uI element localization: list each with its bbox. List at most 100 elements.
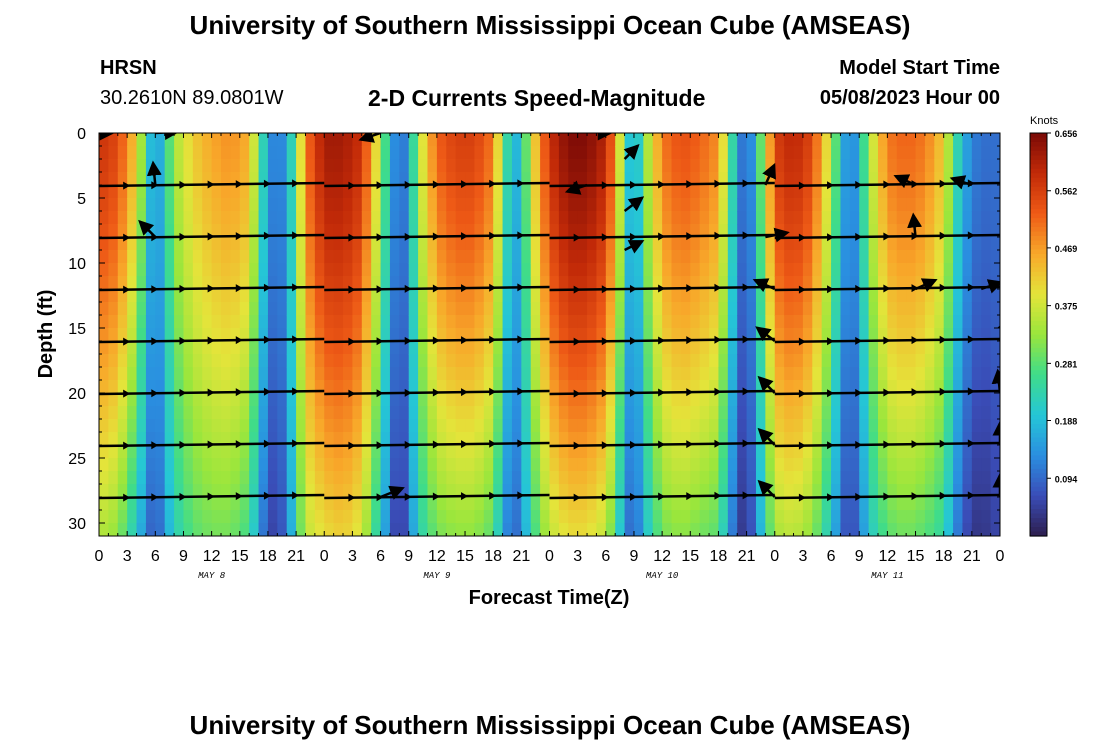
heatmap-cell (887, 354, 898, 368)
heatmap-cell (408, 133, 419, 147)
heatmap-cell (699, 146, 710, 160)
heatmap-cell (427, 471, 438, 485)
heatmap-cell (802, 419, 813, 433)
heatmap-cell (802, 497, 813, 511)
heatmap-cell (784, 237, 795, 251)
current-vector (755, 326, 776, 342)
heatmap-cell (314, 276, 325, 290)
heatmap-cell (718, 211, 729, 225)
heatmap-cell (549, 458, 560, 472)
heatmap-cell (680, 497, 691, 511)
heatmap-cell (774, 497, 785, 511)
heatmap-cell (267, 341, 278, 355)
heatmap-cell (521, 354, 532, 368)
heatmap-cell (849, 445, 860, 459)
heatmap-cell (305, 133, 316, 147)
heatmap-cell (746, 484, 757, 498)
heatmap-cell (953, 445, 964, 459)
heatmap-cell (183, 380, 194, 394)
heatmap-cell (643, 185, 654, 199)
heatmap-cell (352, 510, 363, 524)
heatmap-cell (324, 497, 335, 511)
heatmap-cell (511, 237, 522, 251)
heatmap-cell (455, 302, 466, 316)
heatmap-cell (136, 393, 147, 407)
heatmap-cell (239, 302, 250, 316)
heatmap-cell (812, 367, 823, 381)
heatmap-cell (399, 510, 410, 524)
vector-arrowhead (489, 439, 497, 448)
heatmap-cell (831, 315, 842, 329)
heatmap-cell (962, 419, 973, 433)
heatmap-cell (455, 406, 466, 420)
heatmap-cell (765, 523, 776, 536)
heatmap-cell (183, 484, 194, 498)
heatmap-cell (399, 341, 410, 355)
heatmap-cell (737, 224, 748, 238)
heatmap-cell (239, 354, 250, 368)
vector-arrowhead (686, 440, 694, 449)
heatmap-cell (831, 380, 842, 394)
heatmap-cell (784, 185, 795, 199)
heatmap-cell (324, 458, 335, 472)
heatmap-cell (680, 185, 691, 199)
heatmap-cell (427, 146, 438, 160)
heatmap-cell (540, 289, 551, 303)
current-vector (380, 485, 405, 500)
heatmap-cell (680, 510, 691, 524)
heatmap-cell (990, 380, 1000, 394)
heatmap-cell (746, 159, 757, 173)
heatmap-cell (361, 367, 372, 381)
heatmap-cell (718, 393, 729, 407)
heatmap-cell (333, 159, 344, 173)
heatmap-cell (755, 393, 766, 407)
heatmap-cell (108, 159, 119, 173)
heatmap-cell (267, 432, 278, 446)
colorbar-swatch (1030, 321, 1047, 327)
heatmap-cell (709, 354, 720, 368)
heatmap-cell (802, 380, 813, 394)
heatmap-cell (596, 185, 607, 199)
heatmap-cell (953, 289, 964, 303)
heatmap-cell (906, 471, 917, 485)
heatmap-cell (887, 432, 898, 446)
current-vector (564, 180, 588, 195)
heatmap-cell (924, 263, 935, 277)
heatmap-cell (174, 211, 185, 225)
heatmap-cell (605, 146, 616, 160)
heatmap-cell (145, 276, 156, 290)
heatmap-cell (699, 250, 710, 264)
heatmap-cell (709, 406, 720, 420)
heatmap-cell (314, 354, 325, 368)
heatmap-cell (840, 211, 851, 225)
heatmap-cell (258, 315, 269, 329)
heatmap-cell (296, 328, 307, 342)
heatmap-cell (352, 146, 363, 160)
heatmap-cell (737, 250, 748, 264)
heatmap-cell (840, 302, 851, 316)
vector-arrowhead (883, 440, 891, 449)
current-vector (762, 162, 776, 186)
heatmap-cell (296, 146, 307, 160)
heatmap-cell (99, 315, 109, 329)
heatmap-cell (671, 328, 682, 342)
vector-arrowhead (601, 233, 609, 242)
heatmap-cell (127, 367, 138, 381)
heatmap-cell (352, 393, 363, 407)
heatmap-cell (502, 406, 513, 420)
heatmap-cell (446, 289, 457, 303)
heatmap-cell (249, 497, 260, 511)
heatmap-cell (418, 276, 429, 290)
heatmap-cell (971, 510, 982, 524)
heatmap-cell (174, 328, 185, 342)
heatmap-cell (652, 250, 663, 264)
heatmap-cell (587, 471, 598, 485)
heatmap-cell (943, 523, 954, 536)
heatmap-cell (296, 289, 307, 303)
heatmap-cell (127, 237, 138, 251)
heatmap-cell (371, 367, 382, 381)
heatmap-cell (746, 302, 757, 316)
colorbar-swatch (1030, 531, 1047, 537)
heatmap-cell (587, 445, 598, 459)
colorbar-swatch (1030, 325, 1047, 331)
